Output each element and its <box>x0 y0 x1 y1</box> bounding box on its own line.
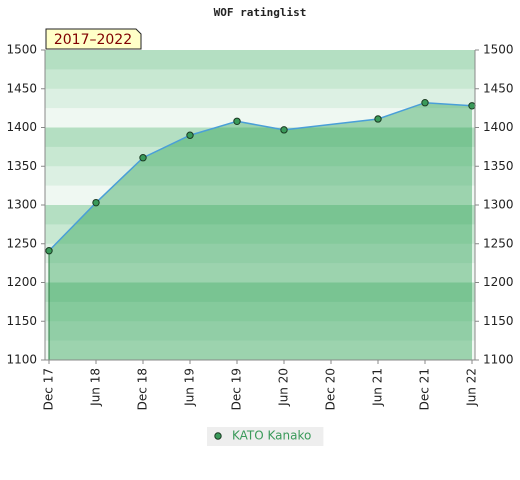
x-tick-label: Jun 20 <box>277 368 291 407</box>
data-point <box>186 131 194 139</box>
legend-box <box>207 427 324 446</box>
background-band <box>45 88 475 109</box>
y-tick-label: 1350 <box>6 159 37 173</box>
badge: 2017–2022 <box>54 32 132 48</box>
background-band <box>45 321 475 341</box>
background-band <box>45 205 475 225</box>
background-band <box>45 263 475 283</box>
data-point <box>421 99 429 107</box>
x-tick-label: Dec 21 <box>418 368 432 410</box>
y2-tick-label: 1150 <box>483 314 514 328</box>
background-band <box>45 127 475 148</box>
background-band <box>45 282 475 303</box>
y2-tick-label: 1450 <box>483 81 514 95</box>
y-tick-label: 1250 <box>6 236 37 250</box>
background-band <box>45 146 475 167</box>
x-tick-label: Dec 18 <box>136 368 150 410</box>
y2-tick-label: 1400 <box>483 120 514 134</box>
data-point <box>468 102 476 110</box>
y-tick-label: 1200 <box>6 275 37 289</box>
y-tick-label: 1300 <box>6 198 37 212</box>
x-tick-label: Dec 17 <box>42 368 56 410</box>
y2-tick-label: 1100 <box>483 353 514 367</box>
x-tick-label: Jun 22 <box>465 368 479 407</box>
y-tick-label: 1450 <box>6 81 37 95</box>
background-band <box>45 185 475 206</box>
data-point <box>92 198 100 207</box>
y2-tick-label: 1500 <box>483 43 514 57</box>
background-band <box>45 243 475 264</box>
background-band <box>45 301 475 322</box>
y2-tick-label: 1350 <box>483 159 514 173</box>
x-tick-label: Jun 21 <box>371 368 385 407</box>
badge-box <box>45 28 142 50</box>
legend-label: KATO Kanako <box>232 429 311 443</box>
background-band <box>45 340 475 361</box>
data-point <box>45 247 53 255</box>
x-tick-label: Dec 19 <box>230 368 244 410</box>
background-band <box>45 69 475 90</box>
data-point <box>233 117 241 126</box>
background-band <box>45 50 475 70</box>
background-band <box>45 166 475 186</box>
data-point <box>280 126 288 134</box>
x-tick-label: Jun 19 <box>183 368 197 407</box>
background-band <box>45 224 475 245</box>
y-tick-label: 1100 <box>6 353 37 367</box>
x-tick-label: Dec 20 <box>324 368 338 410</box>
legend-marker <box>214 432 222 440</box>
y2-tick-label: 1300 <box>483 198 514 212</box>
data-point <box>139 154 147 162</box>
y-tick-label: 1500 <box>6 43 37 57</box>
area <box>49 102 472 360</box>
x-tick-label: Jun 18 <box>89 368 103 407</box>
background-band <box>45 108 475 128</box>
y2-tick-label: 1250 <box>483 236 514 250</box>
data-point <box>374 115 382 123</box>
y-tick-label: 1150 <box>6 314 37 328</box>
chart-title: WOF ratinglist <box>214 6 307 19</box>
y2-tick-label: 1200 <box>483 275 514 289</box>
y-tick-label: 1400 <box>6 120 37 134</box>
